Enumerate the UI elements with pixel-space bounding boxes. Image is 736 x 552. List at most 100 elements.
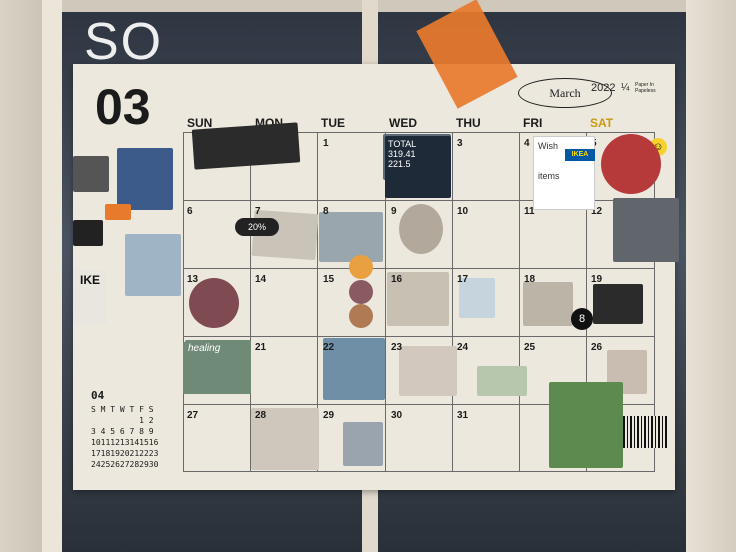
day-29[interactable]: 29 (323, 410, 335, 421)
day-9[interactable]: 9 (391, 206, 397, 217)
photo-thu-17 (459, 278, 495, 318)
day-16[interactable]: 16 (391, 274, 403, 285)
photo-wed-16 (387, 272, 449, 326)
grid-line (317, 132, 318, 472)
day-31[interactable]: 31 (457, 410, 469, 421)
grid-line (183, 132, 655, 133)
grid-line (385, 132, 386, 472)
day-1[interactable]: 1 (323, 138, 329, 149)
day-21[interactable]: 21 (255, 342, 267, 353)
total-label: TOTAL (388, 139, 417, 149)
month-number: 03 (95, 79, 151, 135)
day-4[interactable]: 4 (524, 138, 530, 149)
day-8[interactable]: 8 (323, 206, 329, 217)
side-photo-beach (125, 234, 181, 296)
side-photo-ocean (117, 148, 173, 210)
film-strip-photo (191, 122, 301, 170)
side-orange-tag (105, 204, 131, 220)
total-amount: 319.41 (388, 149, 416, 159)
grid-line (183, 404, 655, 405)
day-17[interactable]: 17 (457, 274, 469, 285)
eight-ball-icon: 8 (571, 308, 593, 330)
weekday-thu: THU (456, 116, 481, 130)
photo-wed-9 (399, 204, 443, 254)
day-13[interactable]: 13 (187, 274, 199, 285)
store-sign: SO (84, 13, 164, 71)
photo-sat-19 (593, 284, 643, 324)
brand-label: Paper In Papeless (635, 82, 656, 94)
percent-tag: 20% (235, 218, 279, 236)
weekday-sun: SUN (187, 116, 213, 130)
healing-sticker: healing (185, 340, 251, 380)
sunset-circle-3 (349, 304, 373, 328)
photo-candy-circle (601, 134, 661, 194)
ikea-logo-sticker: IKEA (565, 149, 595, 161)
day-15[interactable]: 15 (323, 274, 335, 285)
mini-calendar-row: 10111213141516 (91, 438, 159, 447)
day-14[interactable]: 14 (255, 274, 267, 285)
grid-line (452, 132, 453, 472)
sunset-circle-2 (349, 280, 373, 304)
photo-sun-13 (189, 278, 239, 328)
photo-wed-23 (399, 346, 457, 396)
day-26[interactable]: 26 (591, 342, 603, 353)
grid-line (183, 200, 655, 201)
day-10[interactable]: 10 (457, 206, 469, 217)
weekday-tue: TUE (321, 116, 345, 130)
day-28[interactable]: 28 (255, 410, 267, 421)
day-3[interactable]: 3 (457, 138, 463, 149)
mini-calendar-row: 17181920212223 (91, 449, 159, 458)
grid-line (654, 132, 655, 472)
mini-calendar-april: 04 S M T W T F S 1 2 3 4 5 6 7 8 9 10111… (91, 390, 158, 470)
items-label: items (538, 171, 560, 181)
photo-tue-8 (319, 212, 383, 262)
day-12[interactable]: 12 (591, 206, 603, 217)
day-22[interactable]: 22 (323, 342, 335, 353)
window-frame-right (686, 0, 736, 552)
grid-line (250, 132, 251, 472)
day-18[interactable]: 18 (524, 274, 536, 285)
mini-calendar-row: 3 4 5 6 7 8 9 (91, 427, 154, 436)
grid-line (586, 132, 587, 472)
day-7[interactable]: 7 (255, 206, 261, 217)
month-name: March (518, 78, 612, 108)
photo-mon-28 (251, 408, 319, 470)
side-ikea-bag: IKE (73, 270, 107, 324)
photo-fri-18 (523, 282, 573, 326)
day-30[interactable]: 30 (391, 410, 403, 421)
wish-items-sticker: Wish items (533, 136, 595, 210)
day-25[interactable]: 25 (524, 342, 536, 353)
photo-tue-29 (343, 422, 383, 466)
photo-thu-24 (477, 366, 527, 396)
weekday-wed: WED (389, 116, 417, 130)
page-number: ¼ (621, 82, 630, 93)
day-27[interactable]: 27 (187, 410, 199, 421)
calendar-poster: 03 March 2022 ¼ Paper In Papeless SUN MO… (73, 0, 679, 490)
day-11[interactable]: 11 (524, 206, 535, 217)
weekday-fri: FRI (523, 116, 543, 130)
weekday-sat: SAT (590, 116, 614, 130)
side-photo-1 (73, 156, 109, 192)
wish-label: Wish (538, 141, 558, 151)
photo-tue-22 (323, 338, 385, 400)
photo-sat-12 (613, 198, 679, 262)
day-24[interactable]: 24 (457, 342, 469, 353)
total-amount-2: 221.5 (388, 159, 411, 169)
day-23[interactable]: 23 (391, 342, 403, 353)
mini-calendar-row: 24252627282930 (91, 460, 159, 469)
day-19[interactable]: 19 (591, 274, 603, 285)
mini-calendar-title: 04 (91, 389, 105, 402)
grid-line (183, 268, 655, 269)
mini-calendar-row: 1 2 (91, 416, 154, 425)
year-label: 2022 (591, 82, 616, 94)
sunset-circle-1 (349, 255, 373, 279)
grid-line (183, 132, 184, 472)
grid-line (183, 336, 655, 337)
window-frame-left-inner (42, 0, 62, 552)
grid-line (519, 132, 520, 472)
barcode-sticker (623, 416, 669, 448)
side-photo-2 (73, 220, 103, 246)
photo-fri-31 (549, 382, 623, 468)
day-6[interactable]: 6 (187, 206, 193, 217)
receipt-total: TOTAL 319.41 221.5 (385, 136, 451, 198)
